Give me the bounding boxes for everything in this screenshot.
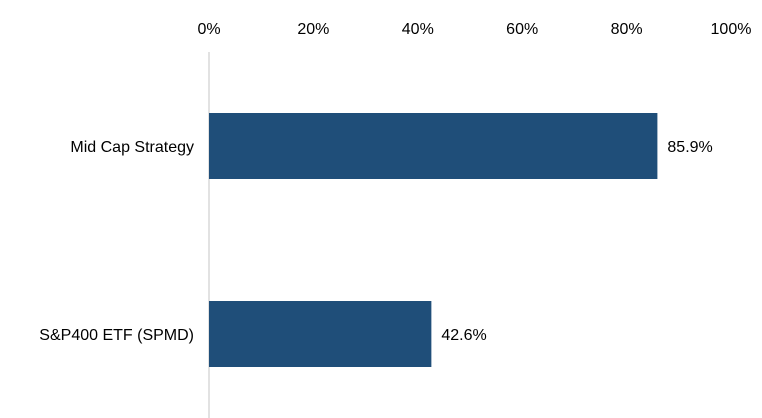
x-axis-ticks: 0% 20% 40% 60% 80% 100% (197, 21, 751, 38)
x-tick-label: 0% (197, 21, 220, 38)
data-label: 85.9% (667, 139, 712, 156)
x-tick-label: 100% (711, 21, 752, 38)
category-labels: Mid Cap Strategy S&P400 ETF (SPMD) (39, 139, 194, 344)
bar (209, 301, 432, 367)
x-tick-label: 40% (402, 21, 434, 38)
bar (209, 113, 658, 179)
category-label: Mid Cap Strategy (70, 139, 194, 156)
x-tick-label: 80% (611, 21, 643, 38)
x-tick-label: 20% (297, 21, 329, 38)
bars-group (209, 113, 658, 367)
data-labels: 85.9% 42.6% (441, 139, 712, 344)
x-tick-label: 60% (506, 21, 538, 38)
category-label: S&P400 ETF (SPMD) (39, 327, 194, 344)
data-label: 42.6% (441, 327, 486, 344)
